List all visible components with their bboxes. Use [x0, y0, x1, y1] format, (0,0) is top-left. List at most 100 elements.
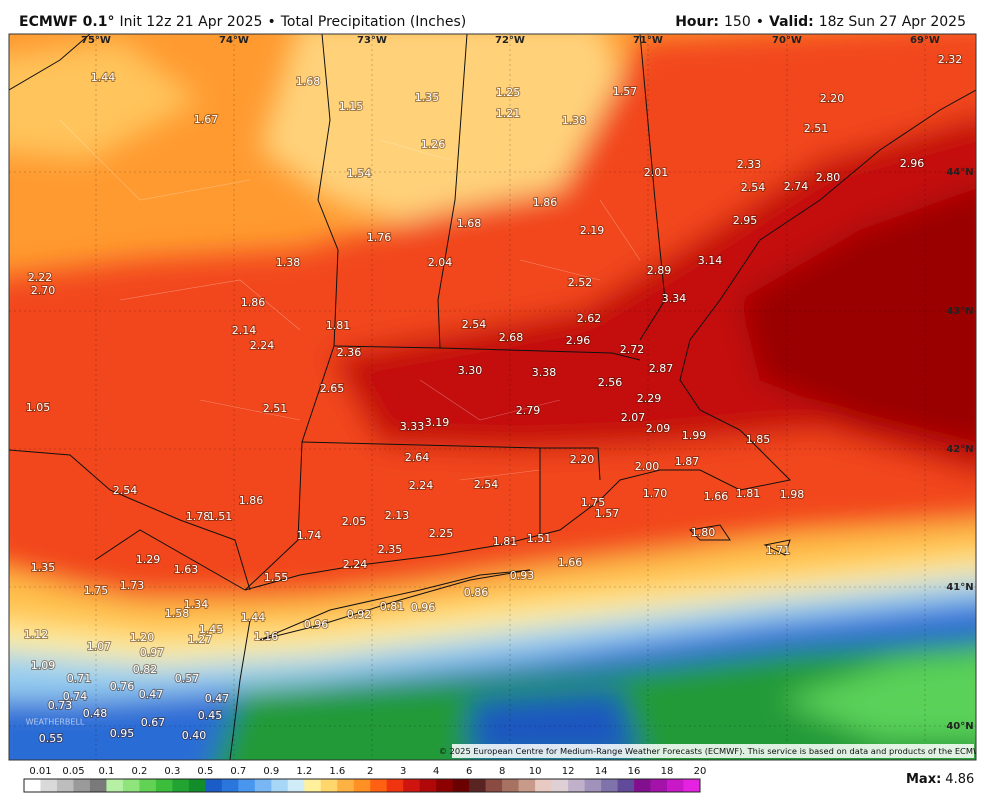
precip-value: 1.54 [347, 167, 372, 180]
latitude-label: 44°N [946, 167, 973, 178]
colorbar-tick-label: 0.1 [98, 766, 114, 777]
colorbar-swatch [436, 779, 453, 792]
colorbar-tick-label: 0.01 [29, 766, 51, 777]
precip-value: 0.97 [140, 646, 165, 659]
precip-value: 1.66 [558, 556, 583, 569]
separator: • [756, 14, 764, 30]
precip-value: 2.54 [474, 478, 499, 491]
precip-value: 1.75 [581, 496, 606, 509]
precip-value: 2.54 [113, 484, 138, 497]
precip-value: 0.92 [347, 608, 372, 621]
precip-value: 1.34 [184, 598, 209, 611]
longitude-label: 70°W [772, 35, 802, 46]
colorbar-swatch [89, 779, 107, 792]
colorbar-swatch [518, 779, 536, 792]
precip-value: 2.00 [635, 460, 660, 473]
valid: 18z Sun 27 Apr 2025 [819, 14, 966, 30]
colorbar-swatch [40, 779, 58, 792]
grid [9, 34, 976, 760]
longitude-label: 74°W [219, 35, 249, 46]
precip-value: 2.13 [385, 509, 410, 522]
precip-value: 0.67 [141, 716, 166, 729]
colorbar-swatch [650, 779, 668, 792]
precip-value: 1.81 [736, 487, 761, 500]
precip-value: 3.14 [698, 254, 723, 267]
precip-value: 2.68 [499, 331, 524, 344]
precip-value: 0.48 [83, 707, 108, 720]
colorbar-tick-label: 0.5 [197, 766, 213, 777]
precip-value: 1.25 [496, 86, 521, 99]
precip-value: 1.38 [562, 114, 587, 127]
precip-value: 3.19 [425, 416, 450, 429]
field [9, 522, 976, 650]
precip-value: 2.96 [900, 157, 925, 170]
hour-label: Hour: [675, 14, 719, 30]
precip-value: 1.20 [130, 631, 155, 644]
colorbar-swatch [683, 779, 701, 792]
precip-value: 2.74 [784, 180, 809, 193]
precip-value: 2.14 [232, 324, 257, 337]
colorbar-swatch [24, 779, 41, 792]
precip-value: 1.12 [24, 628, 49, 641]
colorbar-swatch [73, 779, 91, 792]
latitude-label: 40°N [946, 721, 973, 732]
precip-value: 3.33 [400, 420, 425, 433]
precip-value: 0.95 [110, 727, 135, 740]
precip-value: 2.29 [637, 392, 662, 405]
precip-value: 1.76 [367, 231, 392, 244]
precip-value: 2.95 [733, 214, 758, 227]
precip-value: 1.71 [766, 544, 791, 557]
nh-me-border [639, 34, 666, 341]
precip-value: 1.70 [643, 487, 668, 500]
field [780, 652, 976, 740]
colorbar-swatch [205, 779, 223, 792]
precip-value: 3.34 [662, 292, 687, 305]
map: 75°W 74°W 73°W 72°W 71°W 70°W 69°W 44°N 43°N 42°N… [9, 34, 976, 760]
max-value: 4.86 [945, 772, 974, 787]
geo-labels: 75°W 74°W 73°W 72°W 71°W 70°W 69°W 44°N 43°N 42°N… [81, 35, 974, 732]
precip-value: 1.86 [533, 196, 558, 209]
colorbar-swatch [469, 779, 486, 792]
precip-value: 2.56 [598, 376, 623, 389]
precip-value: 2.20 [570, 453, 595, 466]
field [260, 34, 640, 230]
precip-value: 2.64 [405, 451, 430, 464]
precip-value: 1.73 [120, 579, 145, 592]
precip-value: 0.71 [67, 672, 92, 685]
colorbar-swatch [172, 779, 190, 792]
colorbar-tick-label: 8 [499, 766, 505, 777]
precip-value: 1.80 [691, 526, 716, 539]
county-lines [59, 119, 641, 481]
precip-value: 2.51 [263, 402, 288, 415]
colorbar-tick-label: 4 [433, 766, 439, 777]
colorbar-swatch [485, 779, 503, 792]
precip-value: 2.65 [320, 382, 345, 395]
precip-value: 2.01 [644, 166, 669, 179]
precip-value: 1.21 [496, 107, 521, 120]
precip-value: 2.07 [621, 411, 646, 424]
precip-value: 1.07 [87, 640, 112, 653]
colorbar-swatch [188, 779, 206, 792]
colorbar-swatch [419, 779, 437, 792]
colorbar-swatch [634, 779, 651, 792]
precip-value: 0.82 [133, 663, 158, 676]
colorbar-tick-label: 12 [562, 766, 575, 777]
max: Max: 4.86 [906, 772, 974, 787]
field [740, 188, 976, 445]
colorbar-tick-label: 0.2 [131, 766, 147, 777]
colorbar-swatch [370, 779, 388, 792]
colorbar-tick-label: 1.2 [296, 766, 312, 777]
precip-value: 0.47 [139, 688, 164, 701]
precip-value: 2.70 [31, 284, 56, 297]
colorbar-tick-label: 3 [400, 766, 406, 777]
precip-value: 1.15 [339, 100, 364, 113]
precip-value: 1.51 [527, 532, 552, 545]
watermark: WEATHERBELL [26, 718, 85, 727]
precip-value: 1.99 [682, 429, 707, 442]
precip-value: 1.09 [31, 659, 56, 672]
precip-value: 1.81 [493, 535, 518, 548]
precip-value: 2.24 [250, 339, 275, 352]
colorbar-tick-label: 2 [367, 766, 373, 777]
colorbar-swatch [139, 779, 157, 792]
